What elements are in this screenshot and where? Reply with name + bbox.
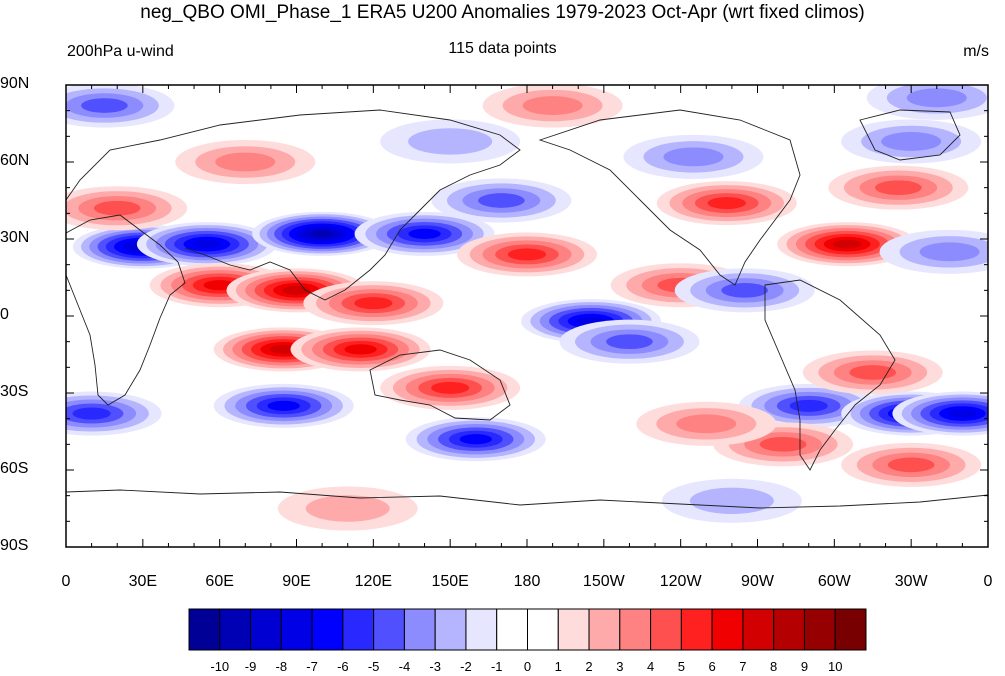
anomaly-contour <box>267 400 300 411</box>
anomaly-contour <box>606 334 653 349</box>
variable-label: 200hPa u-wind <box>67 43 174 60</box>
plot-title: neg_QBO OMI_Phase_1 ERA5 U200 Anomalies … <box>140 2 865 23</box>
colorbar-label: 8 <box>770 659 778 674</box>
lon-label: 90E <box>282 573 311 590</box>
anomaly-contour <box>72 407 111 420</box>
anomaly-contour <box>305 495 390 522</box>
lon-label: 60W <box>817 573 851 590</box>
colorbar-label: 10 <box>827 659 843 674</box>
colorbar-label: -8 <box>275 659 288 674</box>
coastline-eurasia <box>66 109 521 301</box>
lat-label: 90S <box>0 537 29 554</box>
anomaly-contour <box>192 239 221 249</box>
colorbar-label: 9 <box>800 659 809 674</box>
colorbar-label: -7 <box>306 659 318 674</box>
anomaly-contour <box>459 434 492 445</box>
map-ticks <box>65 84 989 548</box>
anomaly-contour <box>689 487 774 514</box>
anomaly-contour <box>215 152 276 172</box>
colorbar-label: 6 <box>708 659 716 674</box>
anomaly-contour <box>408 128 493 155</box>
colorbar-label: -9 <box>244 659 257 674</box>
colorbar-label: 0 <box>523 659 532 674</box>
anomaly-contour <box>887 457 935 473</box>
anomaly-contour <box>269 344 298 354</box>
anomaly-contour <box>93 200 141 216</box>
anomaly-contour <box>789 399 828 412</box>
colorbar-label: -10 <box>210 659 230 674</box>
coastline-north-america <box>538 109 801 286</box>
anomaly-contour <box>408 228 441 239</box>
anomaly-contour <box>311 230 334 238</box>
lat-label: 30S <box>0 383 29 400</box>
anomaly-contour <box>919 242 980 262</box>
lon-label: 0 <box>983 573 993 590</box>
colorbar-label: 7 <box>739 659 747 674</box>
colorbar-label: 2 <box>585 659 593 674</box>
colorbar-label: -1 <box>490 659 503 674</box>
anomaly-contour <box>522 96 583 115</box>
coastline-australia <box>369 349 511 421</box>
colorbar-label: -3 <box>429 659 441 674</box>
anomaly-contour <box>478 193 525 208</box>
colorbar-label: -6 <box>337 659 349 674</box>
anomaly-contour <box>707 197 746 210</box>
anomaly-contour <box>849 365 897 380</box>
colorbar-label: 4 <box>646 659 655 674</box>
lon-label: 150E <box>431 573 469 590</box>
anomaly-contour <box>721 283 769 298</box>
lon-label: 120E <box>354 573 393 590</box>
lat-label: 90N <box>0 75 30 92</box>
colorbar-label: -5 <box>367 659 380 674</box>
lon-label: 0 <box>61 573 71 590</box>
coastlines <box>66 109 988 509</box>
anomaly-contour <box>833 239 862 249</box>
colorbar-label: -4 <box>398 659 411 674</box>
anomaly-contour <box>676 414 737 434</box>
lon-label: 180 <box>513 573 541 590</box>
units-label: m/s <box>963 43 989 60</box>
anomaly-contour <box>881 132 942 151</box>
colorbar-label: 1 <box>554 659 562 674</box>
anomaly-contour <box>354 297 393 310</box>
anomaly-contour <box>759 437 807 452</box>
colorbar-label: 3 <box>616 659 624 674</box>
lon-label: 150W <box>582 573 625 590</box>
lat-label: 60N <box>0 152 30 169</box>
coastline-south-america <box>764 279 896 471</box>
lat-label: 60S <box>0 460 29 477</box>
data-points-label: 115 data points <box>448 40 557 57</box>
coastline-africa <box>66 214 186 406</box>
anomaly-field <box>66 85 988 531</box>
anomaly-contour <box>948 409 977 418</box>
colorbar-label: -2 <box>460 659 472 674</box>
anomaly-contour <box>663 147 724 167</box>
lat-label: 0 <box>0 306 9 323</box>
lon-label: 120W <box>659 573 702 590</box>
anomaly-contour <box>507 248 547 261</box>
lon-label: 60E <box>205 573 234 590</box>
lat-label: 30N <box>0 229 30 246</box>
lon-label: 90W <box>741 573 774 590</box>
anomaly-contour <box>81 98 128 113</box>
anomaly-contour <box>431 381 470 394</box>
lon-label: 30E <box>128 573 158 590</box>
coastline-antarctica <box>66 489 988 509</box>
lon-label: 30W <box>894 573 928 590</box>
coastline-greenland <box>859 109 961 161</box>
anomaly-contour <box>906 88 967 108</box>
anomaly-contour <box>344 344 377 355</box>
anomaly-contour <box>875 180 922 196</box>
colorbar-label: 5 <box>677 659 685 674</box>
